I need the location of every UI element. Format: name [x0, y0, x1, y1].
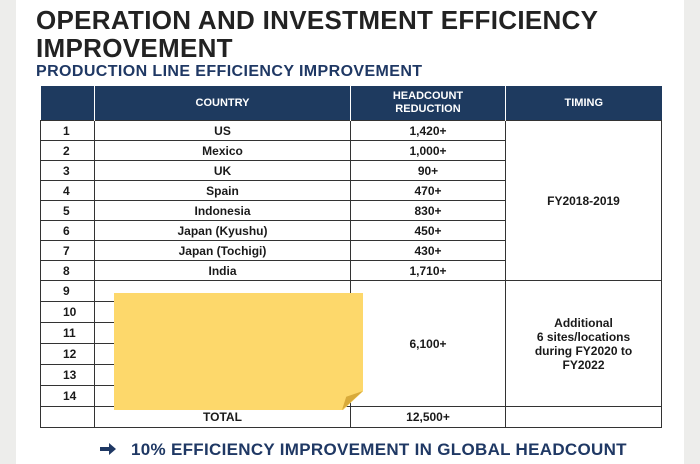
country-cell: Japan (Kyushu) — [94, 220, 351, 241]
row-number: 7 — [40, 240, 95, 261]
country-cell: Indonesia — [94, 200, 351, 221]
column-header-number — [40, 86, 95, 121]
row-number: 2 — [40, 140, 95, 161]
country-cell: Spain — [94, 180, 351, 201]
row-number: 5 — [40, 200, 95, 221]
total-label: TOTAL — [94, 406, 351, 428]
country-cell: US — [94, 120, 351, 141]
table-row: 1 US 1,420+ FY2018-2019 — [40, 120, 662, 281]
total-value: 12,500+ — [350, 406, 506, 428]
column-header-headcount: HEADCOUNT REDUCTION — [350, 86, 506, 121]
timing-cell-group2: Additional 6 sites/locations during FY20… — [505, 280, 662, 407]
country-cell: UK — [94, 160, 351, 181]
table-header-row: COUNTRY HEADCOUNT REDUCTION TIMING — [40, 86, 662, 121]
table-row: 6 Japan (Kyushu) 450+ — [40, 220, 662, 241]
row-number: 12 — [40, 343, 95, 365]
column-header-country: COUNTRY — [94, 86, 351, 121]
row-number: 1 — [40, 120, 95, 141]
page-title: OPERATION AND INVESTMENT EFFICIENCY IMPR… — [36, 5, 598, 63]
row-number: 9 — [40, 280, 95, 302]
column-header-timing: TIMING — [505, 86, 662, 121]
reduction-cell: 450+ — [350, 220, 506, 241]
table-row: 8 India 1,710+ — [40, 260, 662, 281]
arrow-right-icon — [100, 440, 121, 459]
reduction-cell: 1,710+ — [350, 260, 506, 281]
timing-cell-group1: FY2018-2019 — [505, 120, 662, 281]
total-row: TOTAL 12,500+ — [40, 406, 662, 428]
reduction-cell-group2: 6,100+ — [350, 280, 506, 407]
row-number: 11 — [40, 322, 95, 344]
slide-page: OPERATION AND INVESTMENT EFFICIENCY IMPR… — [16, 0, 684, 464]
reduction-cell: 1,420+ — [350, 120, 506, 141]
row-number: 14 — [40, 385, 95, 407]
reduction-cell: 1,000+ — [350, 140, 506, 161]
row-number: 8 — [40, 260, 95, 281]
footer-text: 10% EFFICIENCY IMPROVEMENT IN GLOBAL HEA… — [131, 440, 627, 459]
reduction-cell: 470+ — [350, 180, 506, 201]
row-number: 6 — [40, 220, 95, 241]
row-number: 10 — [40, 301, 95, 323]
row-number: 3 — [40, 160, 95, 181]
total-number-cell — [40, 406, 95, 428]
country-cell: Mexico — [94, 140, 351, 161]
row-number: 13 — [40, 364, 95, 386]
row-number: 4 — [40, 180, 95, 201]
footer-statement: 10% EFFICIENCY IMPROVEMENT IN GLOBAL HEA… — [100, 440, 627, 460]
country-cell: India — [94, 260, 351, 281]
country-cell: Japan (Tochigi) — [94, 240, 351, 261]
reduction-cell: 90+ — [350, 160, 506, 181]
table-row: 5 Indonesia 830+ — [40, 200, 662, 221]
sticky-note-redaction — [114, 293, 363, 410]
reduction-cell: 430+ — [350, 240, 506, 261]
total-timing-cell — [505, 406, 662, 428]
section-subtitle: PRODUCTION LINE EFFICIENCY IMPROVEMENT — [36, 63, 423, 80]
reduction-cell: 830+ — [350, 200, 506, 221]
